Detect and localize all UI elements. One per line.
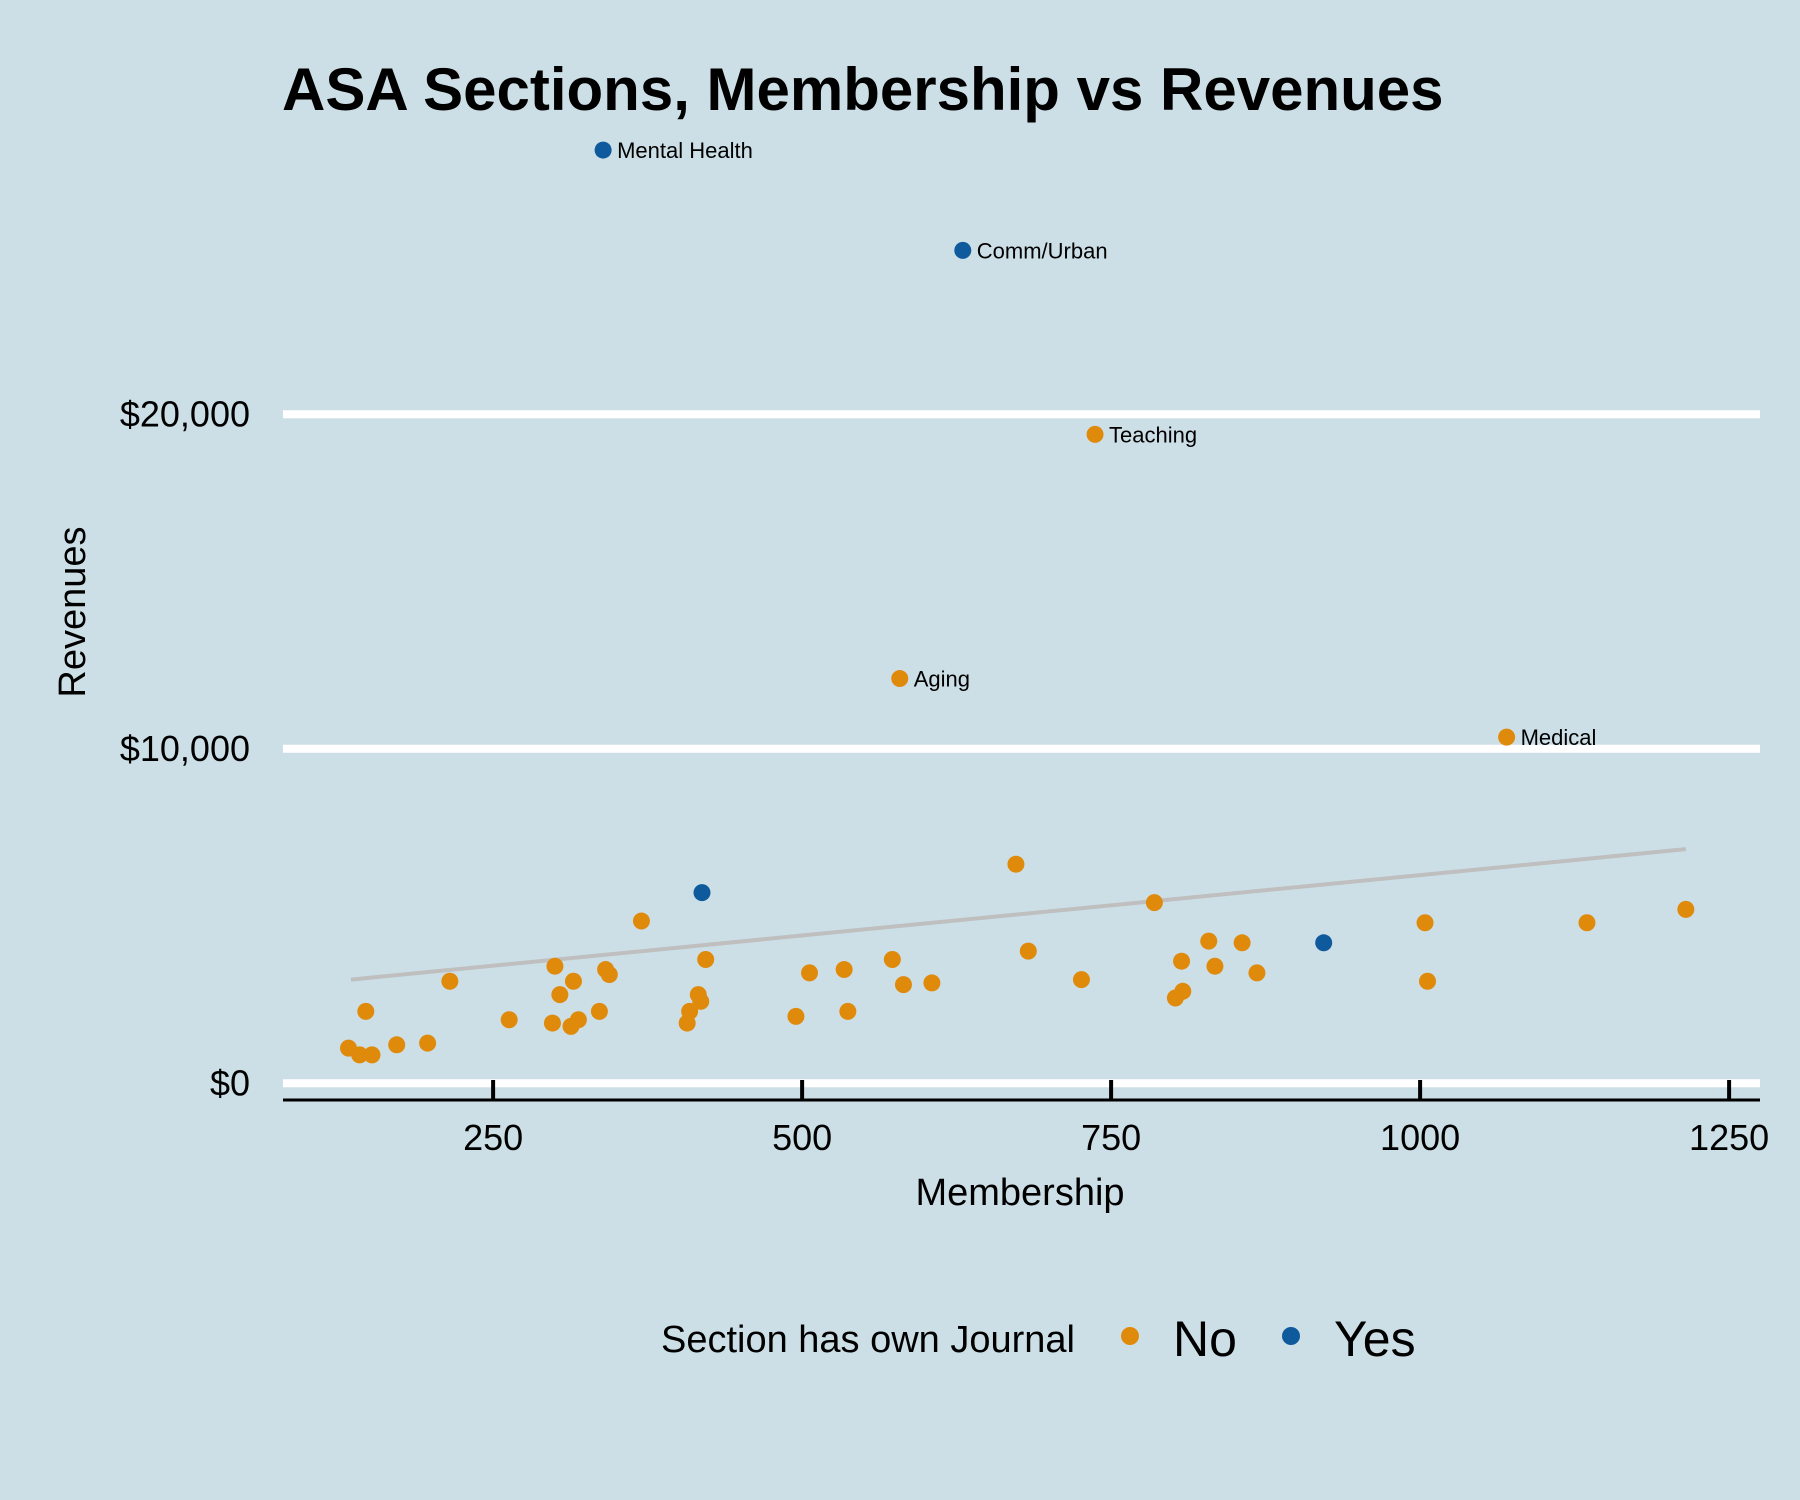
- data-point-no: [1498, 728, 1516, 746]
- data-point-no: [839, 1002, 857, 1020]
- legend-swatch-no: [1121, 1327, 1139, 1345]
- data-point-no: [1173, 952, 1191, 970]
- data-point-yes: [1315, 934, 1333, 952]
- y-axis-ticks: $0 $10,000 $20,000: [120, 393, 250, 1103]
- point-label: Aging: [914, 667, 970, 692]
- data-point-no: [801, 964, 819, 982]
- data-point-no: [923, 974, 941, 992]
- point-label: Medical: [1521, 725, 1597, 750]
- legend-label-no: No: [1173, 1311, 1237, 1367]
- data-point-no: [419, 1034, 437, 1052]
- x-tick-label: 250: [463, 1117, 523, 1158]
- data-point-no: [1206, 957, 1224, 975]
- data-point-no: [569, 1011, 587, 1029]
- data-point-no: [551, 986, 569, 1004]
- point-label: Mental Health: [617, 138, 753, 163]
- data-point-no: [883, 951, 901, 969]
- trend-line-group: [350, 847, 1687, 982]
- data-point-no: [692, 992, 710, 1010]
- y-tick-label: $10,000: [120, 728, 250, 769]
- data-point-no: [500, 1011, 518, 1029]
- data-point-no: [1419, 972, 1437, 990]
- data-point-no: [441, 972, 459, 990]
- data-point-no: [546, 957, 564, 975]
- data-point-no: [891, 670, 909, 688]
- data-point-yes: [594, 141, 612, 159]
- legend: Section has own Journal No Yes: [661, 1311, 1416, 1367]
- data-point-no: [1200, 932, 1218, 950]
- data-point-no: [1072, 971, 1090, 989]
- y-tick-label: $20,000: [120, 393, 250, 434]
- data-point-yes: [954, 241, 972, 259]
- data-point-yes: [693, 884, 711, 902]
- y-tick-label: $0: [210, 1062, 250, 1103]
- data-point-no: [1007, 855, 1025, 873]
- data-point-no: [1086, 425, 1104, 443]
- data-points: [340, 141, 1695, 1064]
- x-tick-label: 1000: [1380, 1117, 1460, 1158]
- data-point-no: [1019, 942, 1037, 960]
- x-tick-label: 1250: [1689, 1117, 1769, 1158]
- data-point-no: [894, 976, 912, 994]
- data-point-no: [1174, 982, 1192, 1000]
- x-tick-label: 750: [1081, 1117, 1141, 1158]
- data-point-no: [1416, 914, 1434, 932]
- point-labels: Aging Teaching Medical Mental Health Comm/Ur…: [617, 138, 1596, 750]
- x-tick-label: 500: [772, 1117, 832, 1158]
- data-point-no: [388, 1036, 406, 1054]
- data-point-no: [697, 951, 715, 969]
- grid-lines: [283, 410, 1760, 1088]
- point-label: Comm/Urban: [977, 238, 1108, 263]
- legend-label-yes: Yes: [1334, 1311, 1416, 1367]
- data-point-no: [351, 1046, 369, 1064]
- data-point-no: [1677, 900, 1695, 918]
- data-point-no: [543, 1014, 561, 1032]
- trend-line: [350, 847, 1687, 982]
- data-point-no: [787, 1007, 805, 1025]
- data-point-no: [357, 1002, 375, 1020]
- data-point-no: [1145, 894, 1163, 912]
- data-point-no: [564, 972, 582, 990]
- legend-swatch-yes: [1282, 1327, 1300, 1345]
- data-point-no: [632, 912, 650, 930]
- x-axis-label: Membership: [915, 1172, 1124, 1214]
- data-point-no: [835, 961, 853, 979]
- y-axis-label: Revenues: [52, 526, 94, 697]
- data-point-no: [363, 1046, 381, 1064]
- x-axis: 250 500 750 1000 1250: [283, 1080, 1769, 1158]
- data-point-no: [600, 966, 618, 984]
- data-point-no: [1248, 964, 1266, 982]
- point-label: Teaching: [1109, 422, 1197, 447]
- chart-title: ASA Sections, Membership vs Revenues: [282, 56, 1444, 123]
- data-point-no: [590, 1002, 608, 1020]
- data-point-no: [1233, 934, 1251, 952]
- legend-title: Section has own Journal: [661, 1319, 1075, 1361]
- data-point-no: [1578, 914, 1596, 932]
- data-point-no: [681, 1002, 699, 1020]
